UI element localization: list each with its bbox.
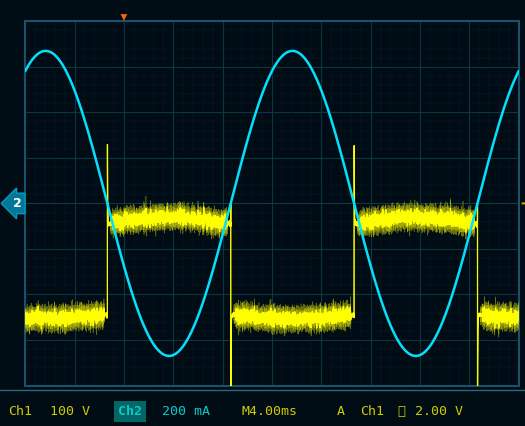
Text: ∯: ∯ — [397, 406, 405, 418]
Text: Ch1: Ch1 — [8, 406, 32, 418]
Text: Ch2: Ch2 — [118, 406, 142, 418]
Text: A: A — [337, 406, 345, 418]
Text: 2: 2 — [13, 197, 21, 210]
Text: 2.00 V: 2.00 V — [415, 406, 463, 418]
Text: M4.00ms: M4.00ms — [242, 406, 298, 418]
Text: 200 mA: 200 mA — [162, 406, 210, 418]
Text: Ch1: Ch1 — [360, 406, 384, 418]
Text: 100 V: 100 V — [50, 406, 90, 418]
